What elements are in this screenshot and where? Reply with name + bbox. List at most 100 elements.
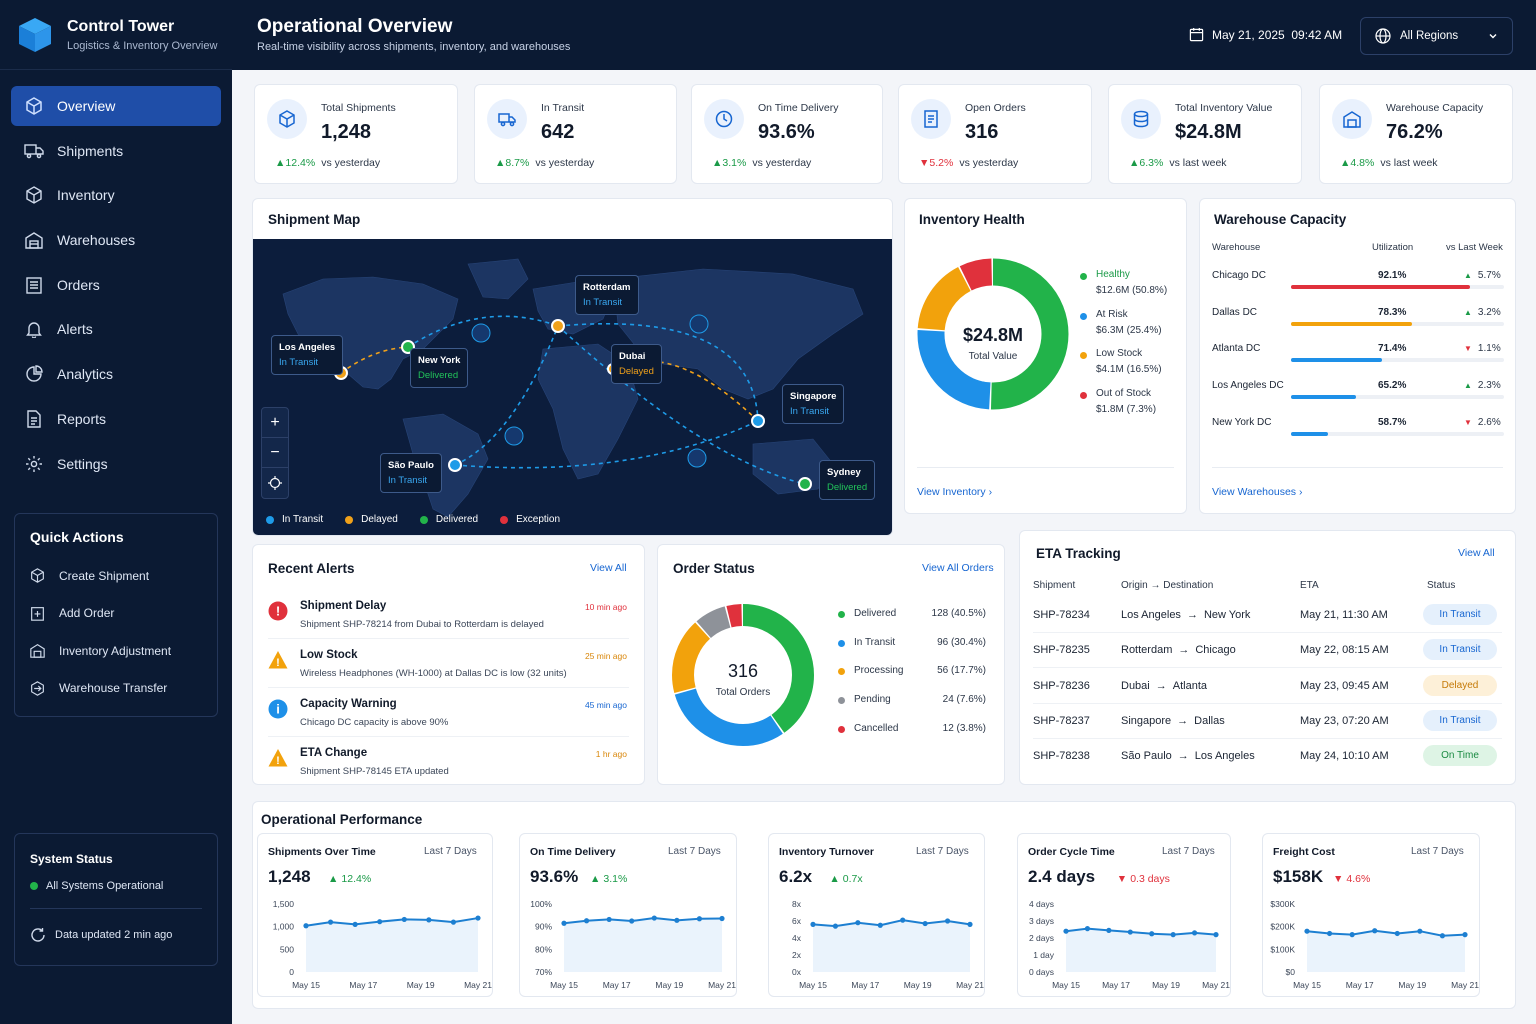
nav-settings[interactable]: Settings <box>11 444 221 484</box>
kpi-change-value: 3.1% <box>722 157 747 169</box>
view-all-orders-link[interactable]: View All Orders <box>922 562 994 574</box>
map-label[interactable]: Dubai Delayed <box>611 344 662 384</box>
divider <box>1033 737 1502 739</box>
warehouse-util: 92.1% <box>1378 270 1407 281</box>
nav-orders[interactable]: Orders <box>11 265 221 305</box>
performance-chart-card[interactable]: Order Cycle Time Last 7 Days 2.4 days ▼ 0.3 … <box>1017 833 1231 997</box>
nav-alerts[interactable]: Alerts <box>11 309 221 349</box>
kpi-card[interactable]: Open Orders 316 ▼5.2% vs yesterday <box>898 84 1092 184</box>
donut-segment[interactable] <box>672 604 814 746</box>
data-point <box>606 916 612 923</box>
view-inventory-link[interactable]: View Inventory › <box>917 486 993 498</box>
map-label-city: Dubai <box>619 351 646 362</box>
locate-button[interactable] <box>262 468 288 498</box>
nav-analytics[interactable]: Analytics <box>11 354 221 394</box>
shipment-id[interactable]: SHP-78236 <box>1033 679 1090 692</box>
zoom-out-button[interactable]: − <box>262 438 288 468</box>
status-badge: In Transit <box>1423 639 1497 661</box>
add-order-button[interactable]: Add Order <box>30 595 202 633</box>
divider <box>268 638 629 639</box>
add-order-icon <box>30 606 46 621</box>
kpi-change-note: vs yesterday <box>959 157 1019 169</box>
kpi-card[interactable]: In Transit 642 ▲8.7% vs yesterday <box>474 84 677 184</box>
status-badge-label: Delayed <box>1423 674 1497 696</box>
x-tick-label: May 17 <box>349 980 377 990</box>
perf-value: 6.2x <box>779 867 813 886</box>
region-select[interactable]: All Regions <box>1360 17 1513 55</box>
cube-logo-icon <box>19 17 51 52</box>
donut-segment[interactable] <box>917 258 1069 410</box>
data-point <box>810 921 816 927</box>
nav-shipments[interactable]: Shipments <box>11 131 221 171</box>
nav-label: Reports <box>57 410 107 427</box>
performance-chart-card[interactable]: Freight Cost Last 7 Days $158K ▼ 4.6% $300K $2… <box>1262 833 1480 997</box>
marker-singapore <box>751 414 765 428</box>
data-point <box>1439 933 1446 939</box>
donut-segment[interactable] <box>672 604 814 746</box>
alert-title[interactable]: Low Stock <box>300 649 358 661</box>
nav-overview[interactable]: Overview <box>11 86 221 126</box>
kpi-value: $24.8M <box>1175 121 1242 143</box>
kpi-card[interactable]: Warehouse Capacity 76.2% ▲4.8% vs last week <box>1319 84 1513 184</box>
shipment-id[interactable]: SHP-78234 <box>1033 609 1090 621</box>
error-icon: ! <box>268 601 288 621</box>
y-tick-label: 0 <box>289 967 294 977</box>
view-all-alerts-link[interactable]: View All <box>590 562 627 574</box>
map-label[interactable]: Singapore In Transit <box>782 384 845 424</box>
eta-time: May 22, 08:15 AM <box>1300 644 1389 657</box>
map-label[interactable]: São Paulo In Transit <box>380 453 442 493</box>
transfer-icon <box>30 680 46 696</box>
warehouse-transfer-button[interactable]: Warehouse Transfer <box>30 670 202 708</box>
alert-title[interactable]: Shipment Delay <box>300 600 387 612</box>
legend-name: In Transit <box>854 636 896 648</box>
donut-segment[interactable] <box>917 258 1069 410</box>
performance-chart-card[interactable]: Shipments Over Time Last 7 Days 1,248 ▲ 12.4… <box>257 833 493 997</box>
shipment-id[interactable]: SHP-78237 <box>1033 714 1090 727</box>
brand[interactable]: Control Tower Logistics & Inventory Over… <box>0 0 232 70</box>
map-label[interactable]: Los Angeles In Transit <box>271 335 344 375</box>
trend-down-icon: ▼ <box>1116 873 1128 885</box>
nav-label: Shipments <box>57 142 124 159</box>
alert-time: 10 min ago <box>584 602 627 612</box>
legend-item: Delivered <box>419 514 478 525</box>
view-warehouses-link[interactable]: View Warehouses › <box>1212 486 1303 498</box>
col-utilization: Utilization <box>1372 242 1414 253</box>
eta-time: May 21, 11:30 AM <box>1300 609 1388 621</box>
order-status-card: Order Status View All Orders 316 Total O… <box>657 544 1005 785</box>
zoom-in-button[interactable]: + <box>262 408 288 438</box>
data-point <box>303 923 309 929</box>
shipment-id[interactable]: SHP-78235 <box>1033 644 1090 657</box>
view-all-eta-link[interactable]: View All <box>1458 547 1495 559</box>
trend-up-icon: ▲ <box>328 873 339 885</box>
region-value: All Regions <box>1400 30 1459 42</box>
map-label[interactable]: New York Delivered <box>410 348 469 388</box>
donut-segment[interactable] <box>672 604 814 746</box>
map-label-city: Sydney <box>827 467 861 478</box>
map-label[interactable]: Sydney Delivered <box>819 460 876 500</box>
create-shipment-button[interactable]: Create Shipment <box>30 557 202 595</box>
kpi-card[interactable]: Total Inventory Value $24.8M ▲6.3% vs last … <box>1108 84 1302 184</box>
col-shipment: Shipment <box>1033 580 1076 591</box>
nav-inventory[interactable]: Inventory <box>11 175 221 215</box>
utilization-bar <box>1291 321 1504 326</box>
alert-title[interactable]: ETA Change <box>300 747 368 759</box>
inventory-adjustment-button[interactable]: Inventory Adjustment <box>30 632 202 670</box>
status-badge: In Transit <box>1423 604 1497 625</box>
warehouse-icon <box>30 643 46 658</box>
performance-chart-card[interactable]: On Time Delivery Last 7 Days 93.6% ▲ 3.1% 100… <box>519 833 737 997</box>
kpi-card[interactable]: Total Shipments 1,248 ▲12.4% vs yesterday <box>254 84 458 184</box>
data-point <box>450 919 457 925</box>
nav-reports[interactable]: Reports <box>11 399 221 439</box>
legend-dot <box>1080 352 1087 359</box>
perf-change: ▲ 0.7x <box>829 873 862 885</box>
kpi-card[interactable]: On Time Delivery 93.6% ▲3.1% vs yesterday <box>691 84 883 184</box>
refresh-row[interactable]: Data updated 2 min ago <box>30 927 202 943</box>
performance-chart-card[interactable]: Inventory Turnover Last 7 Days 6.2x ▲ 0.7x 8x… <box>768 833 985 997</box>
origin: Rotterdam <box>1121 644 1173 657</box>
shipment-id[interactable]: SHP-78238 <box>1033 750 1090 763</box>
nav-warehouses[interactable]: Warehouses <box>11 220 221 260</box>
alert-title[interactable]: Capacity Warning <box>300 698 397 710</box>
map-label[interactable]: Rotterdam In Transit <box>575 275 639 315</box>
status-dot <box>30 882 38 890</box>
kpi-change-note: vs yesterday <box>752 157 812 169</box>
